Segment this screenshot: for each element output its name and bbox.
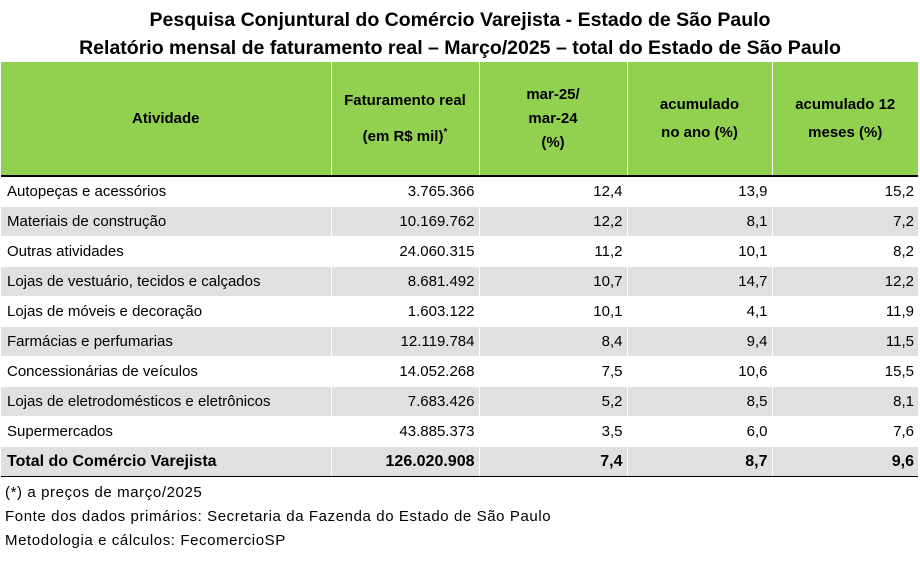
table-header: Atividade Faturamento real (em R$ mil)* … xyxy=(1,62,918,177)
header-mensal: mar-25/ mar-24 (%) xyxy=(478,62,627,177)
cell-faturamento: 8.681.492 xyxy=(330,266,479,297)
table-row: Materiais de construção 10.169.762 12,2 … xyxy=(1,206,918,237)
cell-mensal: 10,1 xyxy=(478,296,627,327)
header-atividade: Atividade xyxy=(1,62,331,177)
cell-atividade: Farmácias e perfumarias xyxy=(1,326,331,357)
sales-table: Atividade Faturamento real (em R$ mil)* … xyxy=(1,62,918,477)
cell-atividade: Outras atividades xyxy=(1,236,331,267)
cell-acumulado-ano: 14,7 xyxy=(626,266,772,297)
cell-acumulado-ano: 10,6 xyxy=(626,356,772,387)
cell-mensal: 8,4 xyxy=(478,326,627,357)
table-row: Autopeças e acessórios 3.765.366 12,4 13… xyxy=(1,176,918,207)
cell-faturamento: 3.765.366 xyxy=(330,176,479,207)
cell-mensal: 10,7 xyxy=(478,266,627,297)
cell-faturamento: 7.683.426 xyxy=(330,386,479,417)
cell-acumulado-12: 15,5 xyxy=(771,356,918,387)
total-acumulado-ano: 8,7 xyxy=(626,446,772,477)
cell-acumulado-12: 12,2 xyxy=(771,266,918,297)
cell-acumulado-ano: 8,1 xyxy=(626,206,772,237)
table-row: Lojas de eletrodomésticos e eletrônicos … xyxy=(1,386,918,417)
cell-acumulado-ano: 8,5 xyxy=(626,386,772,417)
cell-mensal: 7,5 xyxy=(478,356,627,387)
total-row: Total do Comércio Varejista 126.020.908 … xyxy=(1,446,918,477)
header-acumulado-ano: acumulado no ano (%) xyxy=(626,62,772,177)
cell-atividade: Materiais de construção xyxy=(1,206,331,237)
cell-acumulado-12: 7,6 xyxy=(771,416,918,447)
cell-atividade: Lojas de vestuário, tecidos e calçados xyxy=(1,266,331,297)
cell-faturamento: 1.603.122 xyxy=(330,296,479,327)
cell-acumulado-12: 15,2 xyxy=(771,176,918,207)
total-atividade: Total do Comércio Varejista xyxy=(1,446,331,477)
cell-acumulado-12: 8,2 xyxy=(771,236,918,267)
cell-acumulado-ano: 9,4 xyxy=(626,326,772,357)
footnote-mark: * xyxy=(443,126,448,138)
cell-acumulado-12: 7,2 xyxy=(771,206,918,237)
report-title: Pesquisa Conjuntural do Comércio Varejis… xyxy=(0,0,920,62)
table-row: Farmácias e perfumarias 12.119.784 8,4 9… xyxy=(1,326,918,357)
notes: (*) a preços de março/2025 Fonte dos dad… xyxy=(0,477,920,553)
footnote: (*) a preços de março/2025 xyxy=(5,484,203,501)
total-acumulado-12: 9,6 xyxy=(771,446,918,477)
cell-mensal: 12,4 xyxy=(478,176,627,207)
methodology: Metodologia e cálculos: FecomercioSP xyxy=(5,532,286,549)
cell-faturamento: 14.052.268 xyxy=(330,356,479,387)
cell-atividade: Lojas de eletrodomésticos e eletrônicos xyxy=(1,386,331,417)
cell-acumulado-ano: 10,1 xyxy=(626,236,772,267)
cell-faturamento: 12.119.784 xyxy=(330,326,479,357)
data-source: Fonte dos dados primários: Secretaria da… xyxy=(5,508,552,525)
cell-faturamento: 24.060.315 xyxy=(330,236,479,267)
table-row: Lojas de móveis e decoração 1.603.122 10… xyxy=(1,296,918,327)
cell-atividade: Autopeças e acessórios xyxy=(1,176,331,207)
cell-mensal: 3,5 xyxy=(478,416,627,447)
table-body: Autopeças e acessórios 3.765.366 12,4 13… xyxy=(1,176,918,477)
title-line-2: Relatório mensal de faturamento real – M… xyxy=(79,37,841,59)
cell-mensal: 12,2 xyxy=(478,206,627,237)
header-faturamento: Faturamento real (em R$ mil)* xyxy=(330,62,479,177)
header-acumulado-12: acumulado 12 meses (%) xyxy=(771,62,918,177)
cell-acumulado-12: 8,1 xyxy=(771,386,918,417)
cell-faturamento: 10.169.762 xyxy=(330,206,479,237)
title-line-1: Pesquisa Conjuntural do Comércio Varejis… xyxy=(149,9,771,31)
cell-faturamento: 43.885.373 xyxy=(330,416,479,447)
cell-atividade: Supermercados xyxy=(1,416,331,447)
cell-mensal: 11,2 xyxy=(478,236,627,267)
cell-mensal: 5,2 xyxy=(478,386,627,417)
cell-atividade: Lojas de móveis e decoração xyxy=(1,296,331,327)
cell-acumulado-ano: 4,1 xyxy=(626,296,772,327)
cell-acumulado-ano: 6,0 xyxy=(626,416,772,447)
cell-acumulado-12: 11,9 xyxy=(771,296,918,327)
total-mensal: 7,4 xyxy=(478,446,627,477)
table-row: Supermercados 43.885.373 3,5 6,0 7,6 xyxy=(1,416,918,447)
cell-atividade: Concessionárias de veículos xyxy=(1,356,331,387)
table-row: Concessionárias de veículos 14.052.268 7… xyxy=(1,356,918,387)
table-row: Outras atividades 24.060.315 11,2 10,1 8… xyxy=(1,236,918,267)
cell-acumulado-ano: 13,9 xyxy=(626,176,772,207)
total-faturamento: 126.020.908 xyxy=(330,446,479,477)
table-row: Lojas de vestuário, tecidos e calçados 8… xyxy=(1,266,918,297)
cell-acumulado-12: 11,5 xyxy=(771,326,918,357)
